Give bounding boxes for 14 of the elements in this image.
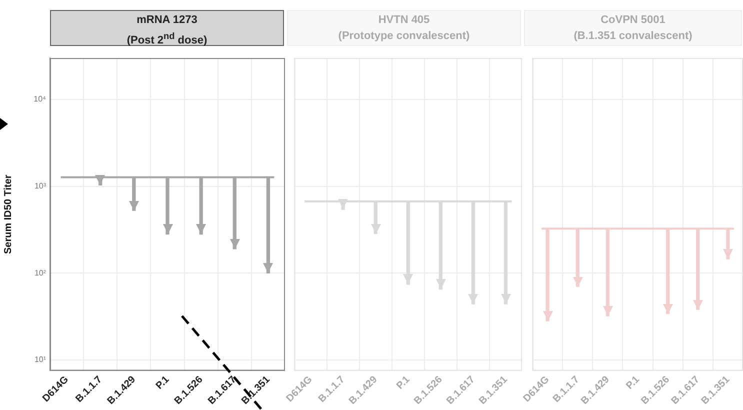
x-tick-label: P.1: [624, 374, 642, 392]
chart-title: CoVPN 5001: [600, 13, 666, 28]
chart-title: mRNA 1273: [136, 13, 198, 28]
y-tick-label: 10³: [34, 181, 46, 190]
y-tick-label: 10²: [34, 268, 46, 278]
chart-subtitle: (Post 2$^{nd}$ dose): [126, 30, 208, 49]
x-tick-label: P.1: [394, 374, 413, 392]
chart-title: HVTN 405: [377, 13, 431, 28]
y-tick-label: 10⁴: [34, 94, 47, 104]
y-tick-label: 10¹: [34, 355, 46, 364]
y-axis-title: Serum ID50 Titer: [2, 174, 14, 254]
x-tick-label: P.1: [154, 374, 172, 392]
chart-subtitle: (B.1.351 convalescent): [572, 29, 694, 44]
chart-subtitle: (Prototype convalescent): [337, 29, 471, 44]
